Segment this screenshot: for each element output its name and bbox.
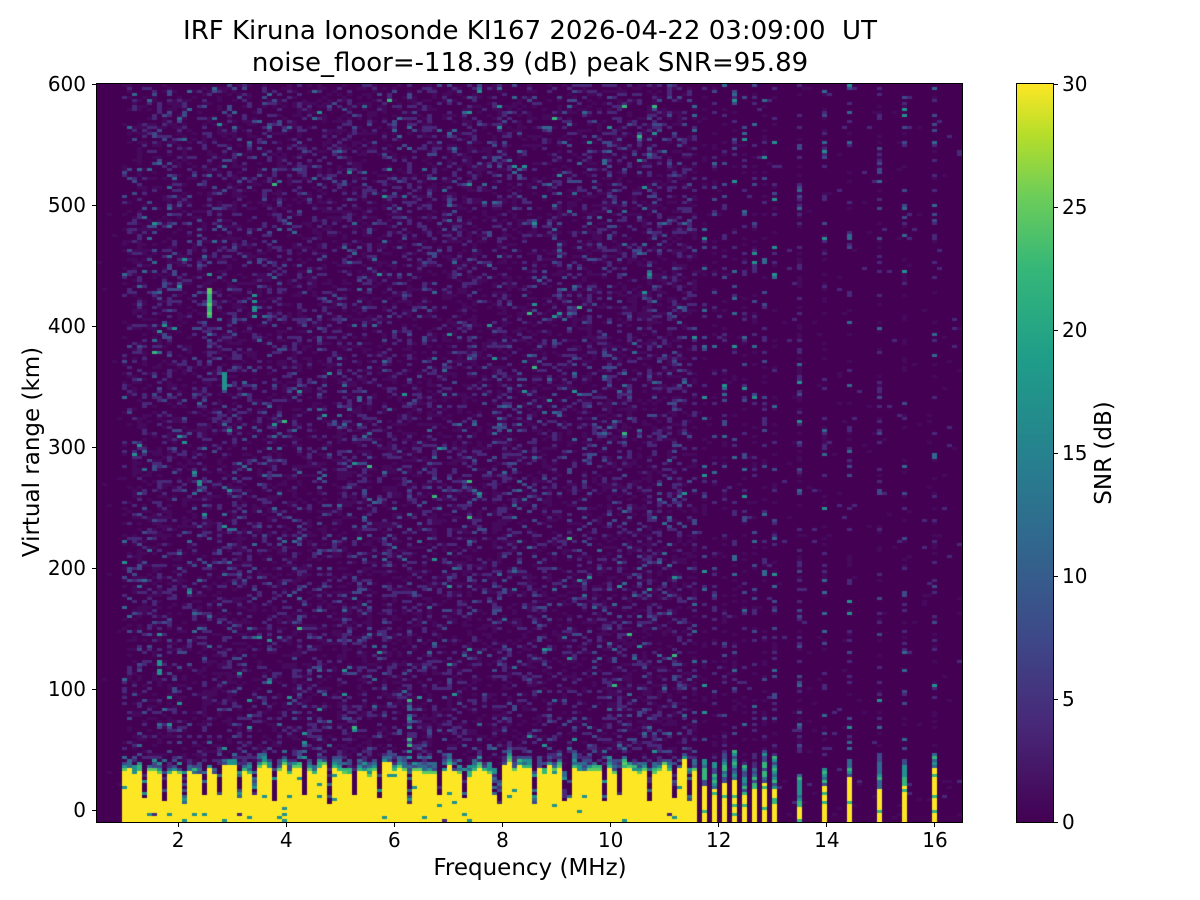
colorbar-label: SNR (dB) xyxy=(1091,401,1117,505)
x-tick xyxy=(393,823,395,827)
colorbar-tick-label: 10 xyxy=(1062,564,1088,588)
colorbar-tick xyxy=(1054,83,1058,85)
heatmap-canvas xyxy=(97,84,962,822)
colorbar-tick xyxy=(1054,329,1058,331)
y-tick-label: 500 xyxy=(47,193,86,217)
y-tick xyxy=(92,204,96,206)
y-tick xyxy=(92,83,96,85)
y-tick xyxy=(92,688,96,690)
x-axis-label: Frequency (MHz) xyxy=(433,855,627,881)
colorbar-canvas xyxy=(1017,84,1053,822)
colorbar xyxy=(1016,83,1054,823)
plot-area xyxy=(96,83,963,823)
y-tick-label: 600 xyxy=(47,72,86,96)
colorbar-tick xyxy=(1054,206,1058,208)
x-tick-label: 12 xyxy=(705,828,732,852)
x-tick xyxy=(285,823,287,827)
x-tick xyxy=(934,823,936,827)
chart-title: IRF Kiruna Ionosonde KI167 2026-04-22 03… xyxy=(183,16,877,46)
y-tick xyxy=(92,325,96,327)
y-tick xyxy=(92,809,96,811)
x-tick-label: 2 xyxy=(171,828,185,852)
chart-subtitle: noise_floor=-118.39 (dB) peak SNR=95.89 xyxy=(251,48,809,78)
y-tick-label: 0 xyxy=(73,798,86,822)
colorbar-tick-label: 5 xyxy=(1062,687,1075,711)
x-tick-label: 4 xyxy=(279,828,293,852)
y-axis-label: Virtual range (km) xyxy=(19,346,45,558)
x-tick-label: 16 xyxy=(922,828,948,852)
colorbar-tick-label: 20 xyxy=(1062,318,1088,342)
y-tick xyxy=(92,446,96,448)
x-tick xyxy=(826,823,828,827)
colorbar-tick xyxy=(1054,821,1058,823)
colorbar-tick-label: 15 xyxy=(1062,441,1088,465)
x-tick-label: 6 xyxy=(387,828,401,852)
x-tick-label: 14 xyxy=(814,828,840,852)
colorbar-tick-label: 0 xyxy=(1062,810,1075,834)
y-tick-label: 300 xyxy=(47,435,86,459)
x-tick-label: 10 xyxy=(597,828,624,852)
colorbar-tick-label: 25 xyxy=(1062,195,1088,219)
x-tick xyxy=(610,823,612,827)
y-tick xyxy=(92,567,96,569)
y-tick-label: 100 xyxy=(47,677,86,701)
x-tick xyxy=(501,823,503,827)
x-tick-label: 8 xyxy=(496,828,509,852)
y-tick-label: 200 xyxy=(47,556,86,580)
y-tick-label: 400 xyxy=(47,314,86,338)
x-tick xyxy=(177,823,179,827)
colorbar-tick xyxy=(1054,575,1058,577)
x-tick xyxy=(718,823,720,827)
colorbar-tick xyxy=(1054,452,1058,454)
colorbar-tick-label: 30 xyxy=(1062,72,1088,96)
colorbar-tick xyxy=(1054,698,1058,700)
